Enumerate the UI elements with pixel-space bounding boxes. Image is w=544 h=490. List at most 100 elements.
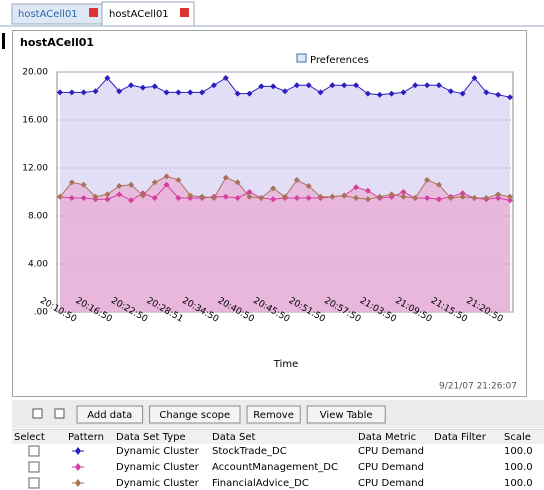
button-label[interactable]: Remove bbox=[253, 410, 294, 421]
data-point bbox=[104, 75, 111, 81]
close-icon[interactable] bbox=[89, 8, 98, 17]
data-point bbox=[447, 88, 454, 95]
data-point bbox=[507, 94, 513, 101]
cell: StockTrade_DC bbox=[212, 446, 287, 457]
data-point bbox=[175, 89, 182, 96]
data-point bbox=[329, 82, 336, 89]
data-point bbox=[270, 83, 277, 90]
data-point bbox=[353, 184, 360, 191]
data-point bbox=[210, 82, 217, 89]
data-point bbox=[139, 84, 146, 91]
data-point bbox=[459, 90, 466, 97]
cell: FinancialAdvice_DC bbox=[212, 478, 309, 489]
data-point bbox=[483, 195, 490, 201]
data-point bbox=[234, 90, 241, 97]
preferences-icon[interactable] bbox=[296, 53, 307, 63]
preferences[interactable]: Preferences bbox=[310, 55, 369, 66]
button-label[interactable]: View Table bbox=[320, 410, 373, 421]
data-point bbox=[163, 181, 170, 188]
data-point bbox=[435, 181, 442, 188]
cell: CPU Demand bbox=[358, 462, 424, 473]
data-point bbox=[495, 191, 502, 198]
data-point bbox=[317, 193, 324, 200]
data-point bbox=[507, 197, 513, 204]
button[interactable] bbox=[76, 405, 144, 424]
data-point bbox=[57, 193, 63, 200]
data-point bbox=[400, 189, 407, 195]
tab-label[interactable]: hostACell01 bbox=[18, 9, 78, 20]
cell: AccountManagement_DC bbox=[212, 462, 338, 473]
data-point bbox=[270, 196, 277, 203]
data-point bbox=[104, 196, 111, 203]
data-point bbox=[424, 195, 431, 201]
data-point bbox=[116, 191, 123, 198]
data-point bbox=[163, 89, 170, 96]
cell: CPU Demand bbox=[358, 446, 424, 457]
data-point bbox=[139, 192, 146, 199]
cell: Dynamic Cluster bbox=[116, 446, 200, 457]
data-point bbox=[222, 174, 229, 181]
button[interactable] bbox=[306, 405, 386, 424]
data-point bbox=[246, 189, 253, 195]
data-point bbox=[495, 195, 502, 201]
data-point bbox=[128, 181, 135, 188]
column-header: Pattern bbox=[68, 432, 104, 443]
x-axis-label: Time bbox=[273, 359, 298, 370]
data-point bbox=[104, 191, 111, 198]
panel-title: hostACell01 bbox=[20, 36, 94, 49]
data-point bbox=[80, 89, 87, 96]
button[interactable] bbox=[246, 405, 301, 424]
data-point bbox=[435, 82, 442, 89]
cursor bbox=[2, 33, 5, 49]
data-point bbox=[507, 193, 513, 200]
y-tick-label: .00 bbox=[34, 308, 49, 318]
data-point bbox=[435, 196, 442, 203]
data-point bbox=[471, 195, 478, 201]
data-point bbox=[128, 82, 135, 89]
timestamp: 9/21/07 21:26:07 bbox=[439, 382, 517, 392]
close-icon[interactable] bbox=[180, 8, 189, 17]
data-point bbox=[400, 89, 407, 96]
checkbox[interactable] bbox=[28, 461, 40, 473]
button[interactable] bbox=[149, 405, 241, 424]
data-point bbox=[270, 185, 277, 192]
data-point bbox=[68, 89, 75, 96]
data-point bbox=[80, 195, 87, 201]
data-point bbox=[293, 195, 300, 201]
table-header bbox=[12, 430, 544, 444]
button-label[interactable]: Change scope bbox=[159, 410, 230, 421]
data-point bbox=[246, 193, 253, 200]
data-point bbox=[116, 88, 123, 95]
data-point bbox=[483, 89, 490, 96]
data-point bbox=[305, 195, 312, 201]
checkbox[interactable] bbox=[28, 477, 40, 489]
column-header: Scale bbox=[504, 432, 531, 443]
data-point bbox=[92, 193, 99, 200]
data-point bbox=[447, 195, 454, 201]
tab-label[interactable]: hostACell01 bbox=[109, 9, 169, 20]
y-tick-label: 8.00 bbox=[28, 212, 48, 222]
y-tick-label: 20.00 bbox=[22, 68, 48, 78]
data-point bbox=[495, 91, 502, 98]
data-point bbox=[282, 193, 288, 200]
checkbox[interactable] bbox=[28, 445, 40, 457]
cell: 100.0 bbox=[504, 462, 533, 473]
data-point bbox=[471, 75, 478, 81]
button-label[interactable]: Add data bbox=[87, 410, 132, 421]
data-point bbox=[116, 183, 123, 189]
data-point bbox=[353, 195, 360, 201]
data-point bbox=[293, 82, 300, 89]
y-tick-label: 4.00 bbox=[28, 260, 48, 270]
toolbar-icon[interactable] bbox=[32, 408, 43, 419]
data-point bbox=[305, 183, 312, 189]
data-point bbox=[222, 75, 229, 81]
toolbar-icon[interactable] bbox=[54, 408, 65, 419]
data-point bbox=[341, 82, 348, 89]
data-point bbox=[151, 83, 158, 90]
data-point bbox=[210, 195, 217, 201]
data-point bbox=[57, 89, 63, 96]
cell: Dynamic Cluster bbox=[116, 478, 200, 489]
data-point bbox=[246, 90, 253, 97]
column-header: Data Filter bbox=[434, 432, 487, 443]
data-point bbox=[151, 195, 158, 201]
